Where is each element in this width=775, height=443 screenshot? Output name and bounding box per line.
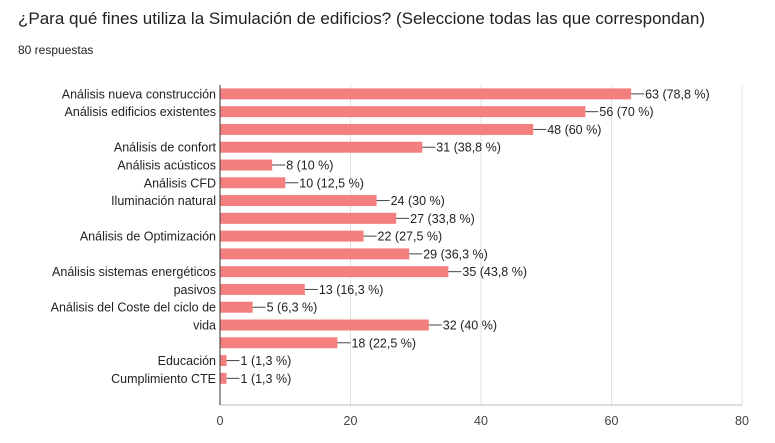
bar — [220, 106, 586, 118]
page-title: ¿Para qué fines utiliza la Simulación de… — [18, 9, 705, 28]
bar — [220, 230, 364, 242]
bar — [220, 319, 429, 331]
category-label: Cumplimiento CTE — [111, 372, 216, 386]
data-label: 48 (60 %) — [547, 123, 601, 137]
bar — [220, 248, 410, 260]
response-count: 80 respuestas — [18, 43, 94, 57]
data-label: 56 (70 %) — [599, 105, 653, 119]
category-label: Iluminación natural — [111, 194, 216, 208]
data-label: 5 (6,3 %) — [267, 301, 318, 315]
category-label: pasivos — [174, 283, 216, 297]
bar — [220, 266, 449, 278]
category-label: Análisis de confort — [114, 141, 217, 155]
x-tick-label: 0 — [217, 414, 224, 428]
bar — [220, 355, 227, 367]
category-label: Educación — [158, 354, 216, 368]
data-label: 18 (22,5 %) — [351, 336, 416, 350]
category-label: Análisis de Optimización — [80, 230, 216, 244]
data-label: 10 (12,5 %) — [299, 176, 364, 190]
bar — [220, 337, 338, 349]
bar — [220, 123, 534, 135]
data-label: 1 (1,3 %) — [241, 372, 292, 386]
x-tick-label: 80 — [735, 414, 749, 428]
x-tick-label: 20 — [344, 414, 358, 428]
bar — [220, 141, 423, 153]
category-label: Análisis sistemas energéticos — [52, 265, 216, 279]
category-label: vida — [193, 319, 216, 333]
x-tick-label: 60 — [605, 414, 619, 428]
data-label: 24 (30 %) — [391, 194, 445, 208]
x-tick-label: 40 — [474, 414, 488, 428]
data-label: 13 (16,3 %) — [319, 283, 384, 297]
category-label: Análisis CFD — [144, 176, 216, 190]
bar — [220, 195, 377, 207]
data-label: 63 (78,8 %) — [645, 87, 710, 101]
category-label: Análisis del Coste del ciclo de — [51, 301, 216, 315]
data-label: 31 (38,8 %) — [436, 141, 501, 155]
category-label: Análisis acústicos — [117, 159, 216, 173]
data-label: 8 (10 %) — [286, 159, 333, 173]
data-label: 1 (1,3 %) — [241, 354, 292, 368]
data-label: 27 (33,8 %) — [410, 212, 475, 226]
bar — [220, 372, 227, 384]
bar — [220, 212, 397, 224]
bar — [220, 283, 305, 295]
data-label: 35 (43,8 %) — [462, 265, 527, 279]
bar — [220, 177, 286, 189]
category-label: Análisis edificios existentes — [65, 105, 216, 119]
data-label: 22 (27,5 %) — [378, 230, 443, 244]
bar — [220, 159, 273, 171]
category-label: Análisis nueva construcción — [62, 87, 216, 101]
bar — [220, 88, 632, 100]
data-label: 32 (40 %) — [443, 319, 497, 333]
bar — [220, 301, 253, 313]
data-label: 29 (36,3 %) — [423, 247, 488, 261]
